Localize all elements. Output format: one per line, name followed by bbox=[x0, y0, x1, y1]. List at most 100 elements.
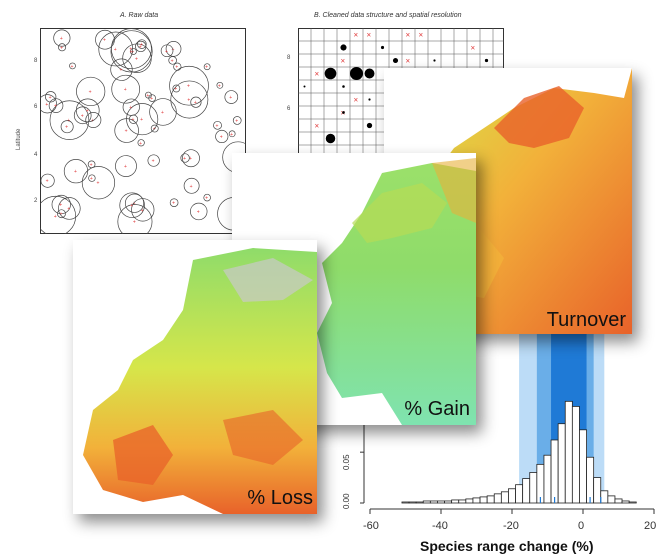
raw-record-circle bbox=[53, 29, 71, 47]
raw-record-marker: + bbox=[81, 113, 84, 119]
histogram-bar bbox=[515, 484, 524, 504]
histogram-bar bbox=[451, 499, 460, 504]
raw-record-marker: + bbox=[129, 105, 132, 111]
raw-record-circle bbox=[160, 44, 174, 58]
histogram-bar bbox=[508, 488, 516, 504]
panel-b-title: B. Cleaned data structure and spatial re… bbox=[314, 12, 462, 19]
histogram-bar bbox=[557, 423, 566, 504]
raw-record-marker: + bbox=[130, 203, 133, 209]
raw-record-marker: + bbox=[218, 83, 221, 89]
raw-record-marker: + bbox=[54, 104, 57, 110]
loss-label: % Loss bbox=[247, 487, 313, 509]
raw-record-marker: + bbox=[65, 125, 68, 131]
raw-record-marker: + bbox=[124, 87, 127, 93]
presence-dot bbox=[326, 69, 335, 78]
raw-record-circle bbox=[129, 48, 137, 55]
raw-record-marker: + bbox=[71, 64, 74, 70]
raw-record-marker: + bbox=[67, 206, 70, 212]
raw-record-circle bbox=[40, 94, 57, 114]
raw-record-marker: + bbox=[54, 214, 57, 220]
raw-record-circle bbox=[122, 98, 140, 116]
raw-record-marker: + bbox=[205, 65, 208, 71]
raw-record-circle bbox=[149, 98, 177, 126]
hist-xtick-label: -60 bbox=[363, 520, 379, 532]
raw-record-marker: + bbox=[161, 110, 164, 116]
loss-map-card: % Loss bbox=[73, 240, 317, 514]
histogram-bar bbox=[571, 406, 580, 504]
raw-record-circle bbox=[81, 166, 116, 200]
presence-dot bbox=[392, 57, 399, 64]
panel-a-ylabel: Latitude bbox=[16, 128, 22, 150]
panel-a-ytick: 2 bbox=[34, 198, 38, 204]
raw-record-circle bbox=[224, 90, 239, 104]
histogram-bar bbox=[579, 429, 587, 504]
raw-record-marker: + bbox=[139, 141, 142, 147]
presence-dot bbox=[484, 58, 489, 63]
raw-record-circle bbox=[88, 174, 96, 182]
histogram-bar bbox=[422, 500, 431, 504]
raw-record-circle bbox=[110, 30, 153, 73]
raw-record-circle bbox=[51, 194, 71, 215]
raw-record-circle bbox=[40, 195, 76, 234]
presence-dot bbox=[342, 111, 345, 114]
raw-record-circle bbox=[147, 154, 160, 167]
histogram-bar bbox=[408, 501, 417, 504]
raw-record-circle bbox=[203, 193, 211, 202]
histogram-bar bbox=[586, 456, 595, 504]
histogram-bar bbox=[472, 497, 481, 504]
histogram-bar bbox=[522, 478, 531, 504]
raw-record-marker: + bbox=[90, 176, 93, 182]
presence-dot bbox=[364, 68, 375, 79]
histogram-bar bbox=[500, 491, 509, 504]
raw-record-circle bbox=[57, 209, 66, 219]
raw-record-circle bbox=[75, 98, 100, 123]
gain-map bbox=[317, 158, 476, 425]
histogram-bar bbox=[593, 477, 602, 504]
raw-record-circle bbox=[228, 130, 236, 138]
raw-record-marker: + bbox=[235, 118, 238, 124]
hist-ytick-label: 0.00 bbox=[342, 493, 351, 509]
panel-b-ytick: 6 bbox=[287, 106, 291, 112]
raw-record-circle bbox=[85, 112, 102, 128]
raw-record-marker: + bbox=[59, 212, 62, 218]
raw-record-circle bbox=[169, 198, 179, 208]
raw-record-marker: + bbox=[140, 117, 143, 123]
hist-xtick-label: -40 bbox=[432, 520, 448, 532]
raw-record-marker: + bbox=[230, 132, 233, 138]
absence-cross: × bbox=[315, 122, 320, 131]
absence-cross: × bbox=[406, 31, 411, 40]
raw-record-marker: + bbox=[45, 102, 48, 108]
raw-record-marker: + bbox=[60, 45, 63, 51]
panel-a-ytick: 6 bbox=[34, 104, 38, 110]
histogram-bar bbox=[607, 495, 616, 504]
histogram-bar bbox=[493, 493, 502, 504]
raw-record-circle bbox=[98, 31, 134, 67]
absence-cross: × bbox=[341, 57, 346, 66]
absence-cross: × bbox=[315, 70, 320, 79]
raw-record-marker: + bbox=[135, 56, 138, 62]
raw-record-marker: + bbox=[74, 169, 77, 175]
raw-record-marker: + bbox=[183, 156, 186, 162]
raw-record-marker: + bbox=[190, 184, 193, 190]
raw-record-marker: + bbox=[133, 220, 136, 226]
raw-record-circle bbox=[137, 39, 147, 49]
raw-record-circle bbox=[73, 106, 92, 125]
panel-a-plot: ++++++++++++++++++++++++++++++++++++++++… bbox=[40, 28, 246, 234]
histogram-bar bbox=[465, 498, 474, 504]
raw-record-marker: + bbox=[187, 84, 190, 90]
turnover-label: Turnover bbox=[546, 309, 626, 331]
raw-record-marker: + bbox=[96, 181, 99, 187]
raw-record-circle bbox=[215, 129, 229, 144]
hist-xtick-label: 0 bbox=[578, 520, 585, 532]
raw-record-circle bbox=[190, 202, 208, 221]
histogram-bar bbox=[444, 500, 453, 504]
hist-xlabel: Species range change (%) bbox=[420, 538, 594, 554]
raw-record-circle bbox=[213, 120, 222, 130]
raw-record-marker: + bbox=[89, 89, 92, 95]
histogram-bar bbox=[458, 499, 467, 504]
raw-record-circle bbox=[135, 40, 147, 53]
raw-record-circle bbox=[115, 155, 137, 177]
raw-record-circle bbox=[170, 80, 209, 119]
loss-map bbox=[83, 248, 317, 514]
raw-record-marker: + bbox=[46, 179, 49, 185]
